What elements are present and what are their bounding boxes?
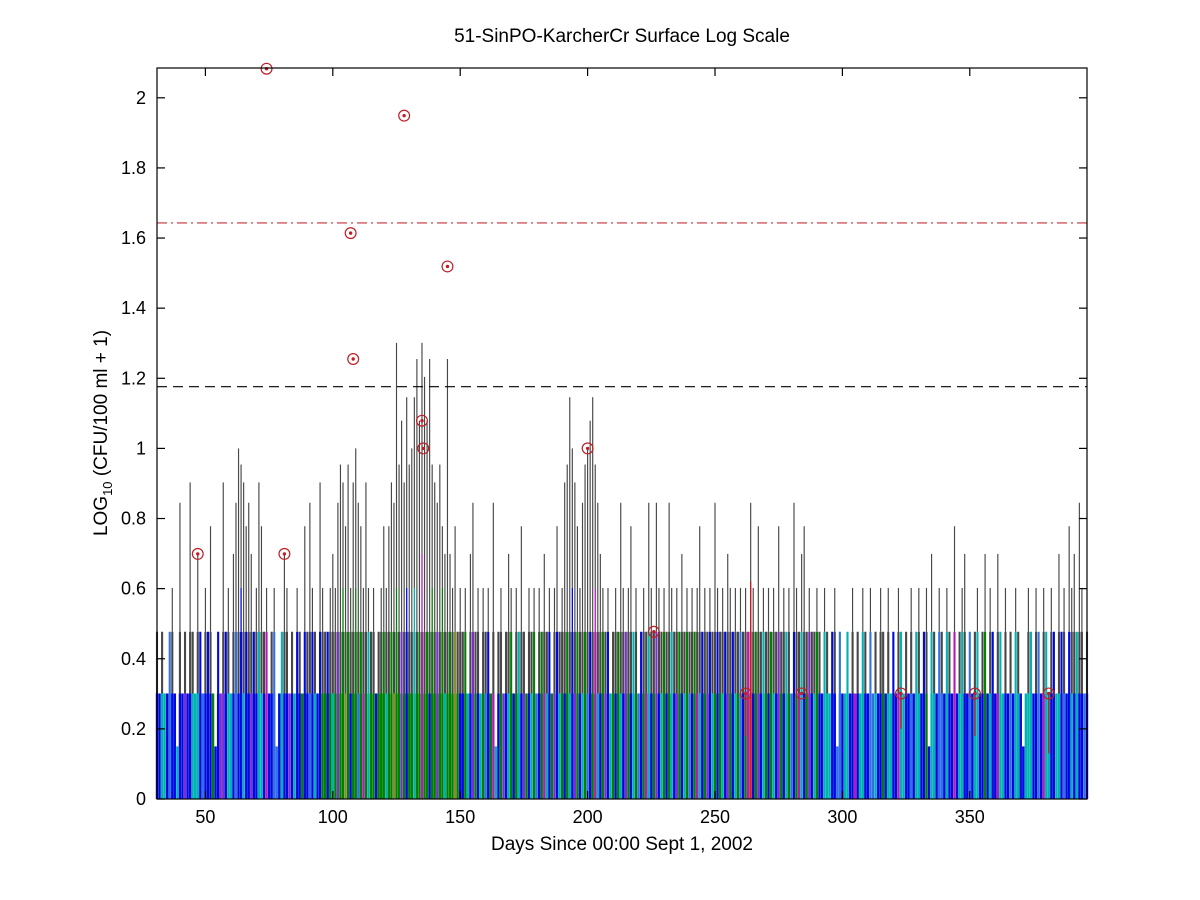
x-tick-label: 50 — [195, 807, 215, 827]
sample-marker-dot — [652, 630, 656, 634]
y-tick-label: 0.2 — [121, 719, 146, 739]
sample-marker-dot — [799, 691, 804, 696]
sample-marker — [398, 109, 411, 122]
sample-marker — [278, 547, 291, 560]
y-axis-label-pre: LOG — [91, 495, 113, 537]
sample-marker — [1042, 687, 1055, 700]
sample-marker-dot — [351, 357, 355, 361]
markers-group — [191, 62, 1055, 700]
y-axis-label-post: (CFU/100 ml + 1) — [91, 329, 113, 482]
red-stems-group — [744, 581, 1050, 754]
y-tick-label: 2 — [136, 88, 146, 108]
y-tick-label: 1.4 — [121, 298, 146, 318]
sample-marker — [415, 414, 428, 427]
sample-marker-dot — [282, 552, 287, 556]
sample-marker-dot — [420, 419, 424, 423]
sample-marker-dot — [585, 446, 590, 451]
sample-marker-dot — [899, 691, 903, 696]
sample-marker-dot — [402, 113, 406, 118]
sample-marker — [581, 442, 594, 455]
x-tick-label: 350 — [955, 807, 985, 827]
y-axis-label: LOG10 (CFU/100 ml + 1) — [91, 330, 115, 536]
sample-marker — [795, 687, 808, 700]
sample-marker — [647, 625, 660, 638]
sample-marker — [347, 353, 360, 366]
sample-marker — [739, 687, 752, 700]
stems-group — [155, 342, 1089, 799]
x-axis-label: Days Since 00:00 Sept 1, 2002 — [491, 834, 753, 855]
sample-marker-dot — [743, 691, 748, 696]
sample-marker — [441, 260, 454, 273]
sample-marker — [344, 227, 357, 240]
y-tick-label: 1.6 — [121, 228, 146, 248]
y-tick-label: 0.6 — [121, 579, 146, 599]
sample-marker — [417, 442, 430, 455]
y-axis-label-sub: 10 — [99, 481, 115, 496]
chart-title: 51-SinPO-KarcherCr Surface Log Scale — [454, 26, 790, 47]
sample-marker — [191, 547, 204, 560]
x-tick-label: 200 — [573, 807, 603, 827]
sample-marker-dot — [421, 446, 425, 451]
sample-marker-dot — [445, 264, 450, 269]
sample-marker-dot — [1047, 691, 1051, 696]
sample-marker — [968, 687, 981, 700]
y-tick-label: 0 — [136, 789, 146, 809]
y-tick-label: 1.8 — [121, 158, 146, 178]
y-tick-label: 0.8 — [121, 509, 146, 529]
x-tick-label: 150 — [445, 807, 475, 827]
sample-marker-dot — [196, 552, 200, 556]
x-tick-label: 250 — [700, 807, 730, 827]
sample-marker-dot — [973, 691, 977, 696]
sample-marker — [894, 687, 907, 700]
reference-lines-group — [157, 222, 1087, 388]
axes-group: 50 100 150 200 250 300 350 0 0.2 0.4 0.6 0.8 1 1.2 1.4… — [121, 67, 1088, 827]
sample-marker — [260, 62, 273, 75]
y-tick-label: 0.4 — [121, 649, 146, 669]
y-tick-label: 1 — [136, 438, 146, 458]
x-tick-label: 100 — [318, 807, 348, 827]
x-tick-label: 300 — [827, 807, 857, 827]
sample-marker-dot — [348, 231, 353, 235]
y-tick-label: 1.2 — [121, 368, 146, 388]
